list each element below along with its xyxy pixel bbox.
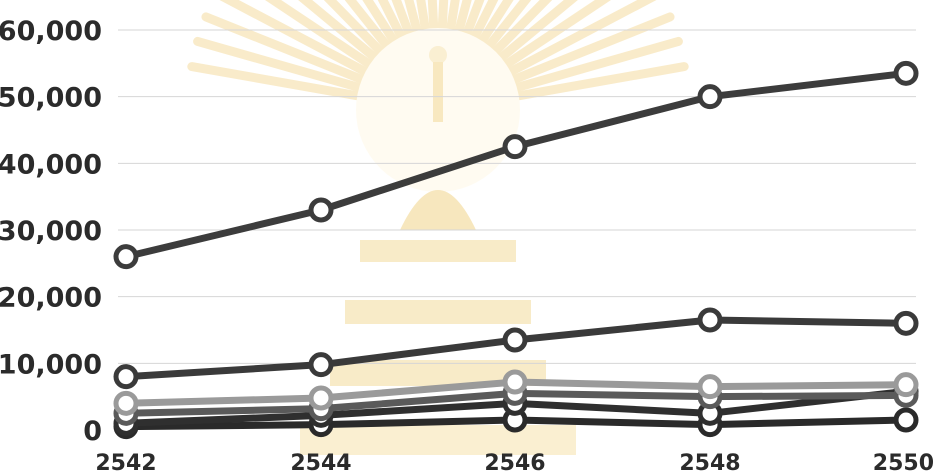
y-tick-label: 30,000: [0, 216, 102, 247]
seal-ray: [491, 36, 683, 99]
x-axis-tick-labels: 2542 2544 2546 2548 2550: [95, 451, 934, 473]
data-point: [697, 307, 723, 333]
seal-ray: [483, 0, 612, 82]
data-point: [502, 369, 528, 395]
y-axis-tick-labels: 0 10,000 20,000 30,000 40,000 50,000 60,000: [0, 16, 102, 447]
series-2: [113, 307, 919, 390]
seal-ray: [193, 36, 385, 99]
seal-ray: [475, 0, 553, 72]
x-tick-label: 2546: [484, 451, 545, 473]
data-point: [113, 364, 139, 390]
data-point: [113, 244, 139, 270]
data-point: [893, 310, 919, 336]
data-point: [893, 407, 919, 433]
seal-ray: [201, 12, 387, 93]
y-tick-label: 40,000: [0, 149, 102, 180]
seal-spire: [433, 62, 443, 122]
data-point: [502, 327, 528, 353]
seal-ray: [298, 0, 397, 77]
data-point: [697, 84, 723, 110]
y-grid: [118, 29, 916, 364]
seal-ray: [362, 0, 411, 64]
seal-ray: [489, 12, 675, 93]
seal-base: [300, 425, 576, 455]
y-tick-label: 10,000: [0, 349, 102, 380]
data-point: [697, 374, 723, 400]
x-tick-label: 2550: [873, 451, 934, 473]
data-point: [893, 372, 919, 398]
university-seal-watermark: [187, 0, 689, 455]
x-tick-label: 2542: [95, 451, 156, 473]
seal-ray: [465, 0, 514, 64]
seal-finial: [429, 46, 447, 64]
seal-ray: [486, 0, 657, 87]
data-point: [893, 60, 919, 86]
data-point: [308, 385, 334, 411]
data-point: [502, 134, 528, 160]
seal-band-2: [345, 300, 531, 324]
y-tick-label: 50,000: [0, 83, 102, 114]
seal-ray: [460, 0, 499, 61]
seal-ray: [442, 0, 460, 56]
seal-ray: [492, 62, 689, 105]
series-1: [113, 60, 919, 270]
seal-ray: [264, 0, 393, 82]
seal-crown-body: [400, 190, 476, 230]
y-tick-label: 0: [83, 416, 102, 447]
series-layer: [113, 60, 919, 440]
data-point: [308, 352, 334, 378]
y-tick-label: 20,000: [0, 283, 102, 314]
data-point: [113, 390, 139, 416]
seal-ray: [454, 0, 485, 59]
seal-band-1: [360, 240, 516, 262]
seal-ray: [219, 0, 390, 87]
seal-ray: [391, 0, 422, 59]
seal-ray: [479, 0, 578, 77]
seal-ray: [416, 0, 434, 56]
seal-ray: [470, 0, 532, 68]
seal-ray: [427, 0, 440, 55]
seal-ray: [187, 62, 384, 105]
data-point: [308, 197, 334, 223]
seal-ray: [377, 0, 416, 61]
seal-ray: [448, 0, 472, 57]
seal-ray: [344, 0, 406, 68]
y-tick-label: 60,000: [0, 16, 102, 47]
x-tick-label: 2548: [679, 451, 740, 473]
seal-rays: [187, 0, 689, 105]
seal-ray: [323, 0, 401, 72]
x-tick-label: 2544: [290, 451, 351, 473]
seal-ray: [436, 0, 449, 55]
series-3: [113, 369, 919, 416]
seal-ray: [404, 0, 428, 57]
